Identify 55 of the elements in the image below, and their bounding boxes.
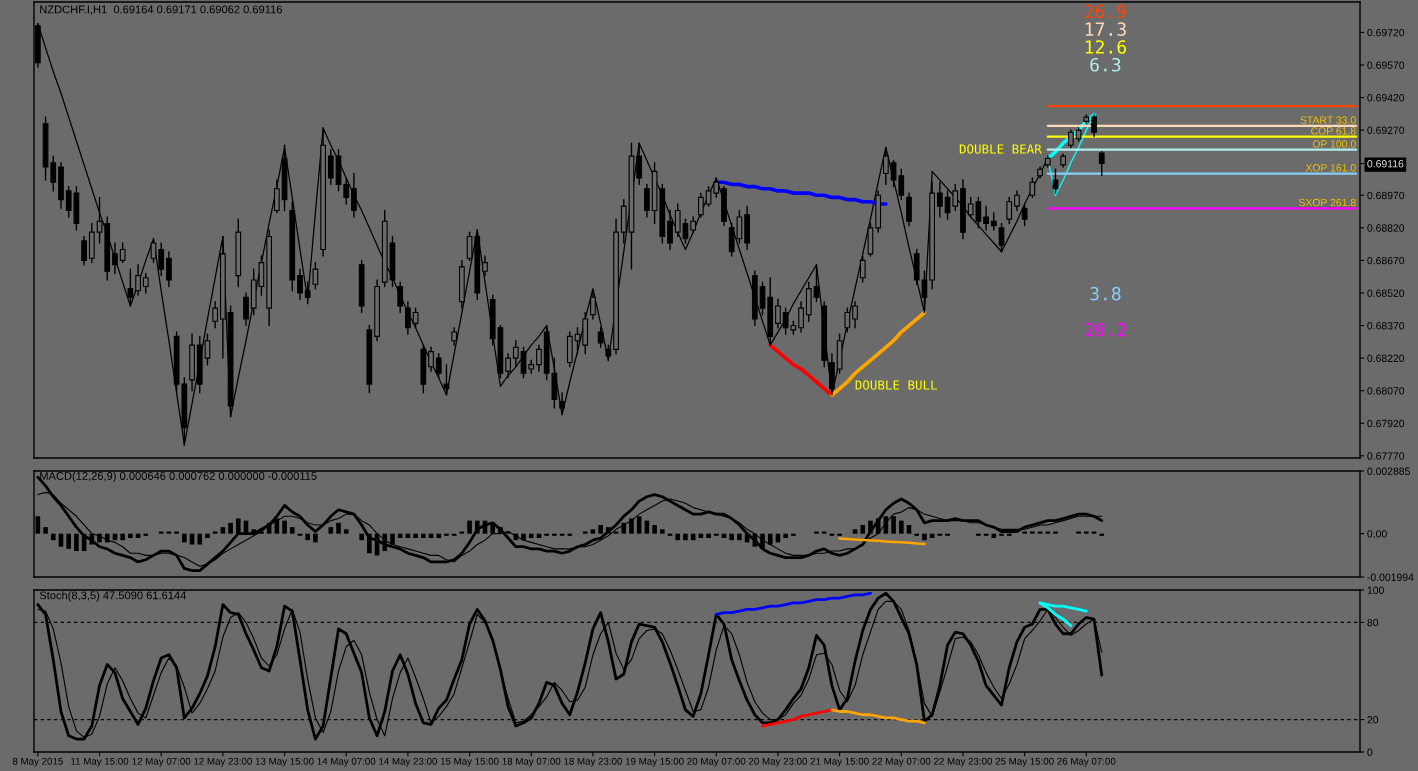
y-tick-label: -0.001994 bbox=[1367, 573, 1414, 581]
series-label: START 33.0 bbox=[1300, 116, 1356, 124]
annotation: DOUBLE BULL bbox=[855, 380, 937, 390]
x-tick-label: 20 May 23:00 bbox=[748, 757, 808, 767]
x-tick-label: 14 May 23:00 bbox=[379, 757, 437, 767]
y-tick-label: 0.68220 bbox=[1367, 354, 1405, 362]
y-tick-label: 0.67770 bbox=[1367, 452, 1405, 460]
x-tick-label: 15 May 15:00 bbox=[440, 757, 499, 767]
annotation: 26.9 bbox=[1085, 4, 1126, 19]
x-tick-label: 19 May 15:00 bbox=[625, 757, 684, 767]
y-tick-label: 0 bbox=[1367, 748, 1373, 756]
series-label: SXOP 261.8 bbox=[1298, 198, 1356, 207]
annotation: 20.2 bbox=[1085, 322, 1126, 337]
x-tick-label: 18 May 23:00 bbox=[564, 757, 622, 767]
y-tick-label: 0.69116 bbox=[1367, 160, 1404, 168]
x-tick-label: 21 May 15:00 bbox=[810, 757, 869, 767]
x-tick-label: 20 May 07:00 bbox=[687, 757, 746, 767]
x-tick-label: 22 May 07:00 bbox=[872, 757, 931, 767]
chart-title: NZDCHF.I,H1 0.69164 0.69171 0.69062 0.69116 bbox=[40, 5, 282, 15]
x-tick-label: 22 May 23:00 bbox=[934, 757, 993, 767]
annotation: 3.8 bbox=[1090, 286, 1121, 301]
y-tick-label: 0.68070 bbox=[1367, 387, 1405, 395]
x-tick-label: 12 May 07:00 bbox=[132, 757, 191, 767]
y-tick-label: 0.68370 bbox=[1367, 322, 1405, 330]
y-tick-label: 0.69270 bbox=[1367, 126, 1405, 134]
y-tick-label: 0.002885 bbox=[1367, 467, 1410, 475]
x-tick-label: 11 May 15:00 bbox=[71, 757, 129, 767]
y-tick-label: 0.69570 bbox=[1367, 61, 1405, 69]
annotation: 12.6 bbox=[1085, 40, 1126, 54]
x-tick-label: 13 May 15:00 bbox=[255, 757, 314, 767]
x-tick-label: 14 May 07:00 bbox=[317, 757, 376, 767]
y-tick-label: 20 bbox=[1367, 716, 1379, 724]
y-tick-label: 0.67920 bbox=[1367, 419, 1405, 428]
chart-title: Stoch(8,3,5) 47.5090 61.6144 bbox=[39, 591, 187, 602]
y-tick-label: 100 bbox=[1367, 586, 1384, 594]
y-tick-label: 0.69720 bbox=[1367, 28, 1405, 37]
chart-title: MACD(12,26,9) 0.000646 0.000762 0.000000 -0.000115 bbox=[40, 471, 317, 483]
y-tick-label: 80 bbox=[1367, 618, 1379, 627]
annotation: 6.3 bbox=[1090, 57, 1121, 72]
x-tick-label: 26 May 07:00 bbox=[1057, 757, 1116, 767]
x-tick-label: 18 May 07:00 bbox=[502, 757, 561, 767]
series-label: OP 100.0 bbox=[1312, 140, 1356, 148]
y-tick-label: 0.68520 bbox=[1367, 289, 1405, 297]
y-tick-label: 0.68670 bbox=[1367, 256, 1405, 265]
x-tick-label: 8 May 2015 bbox=[12, 757, 63, 767]
series-label: COP 61.8 bbox=[1311, 127, 1356, 135]
x-tick-label: 25 May 15:00 bbox=[995, 757, 1054, 767]
y-tick-label: 0.69420 bbox=[1367, 94, 1405, 102]
x-tick-label: 12 May 23:00 bbox=[194, 757, 252, 767]
y-tick-label: 0.68820 bbox=[1367, 224, 1405, 232]
annotation: DOUBLE BEAR bbox=[959, 144, 1042, 154]
annotation: 17.3 bbox=[1085, 22, 1126, 37]
y-tick-label: 0.00 bbox=[1367, 530, 1387, 538]
y-tick-label: 0.68970 bbox=[1367, 191, 1405, 200]
series-label: XOP 161.0 bbox=[1305, 164, 1356, 172]
